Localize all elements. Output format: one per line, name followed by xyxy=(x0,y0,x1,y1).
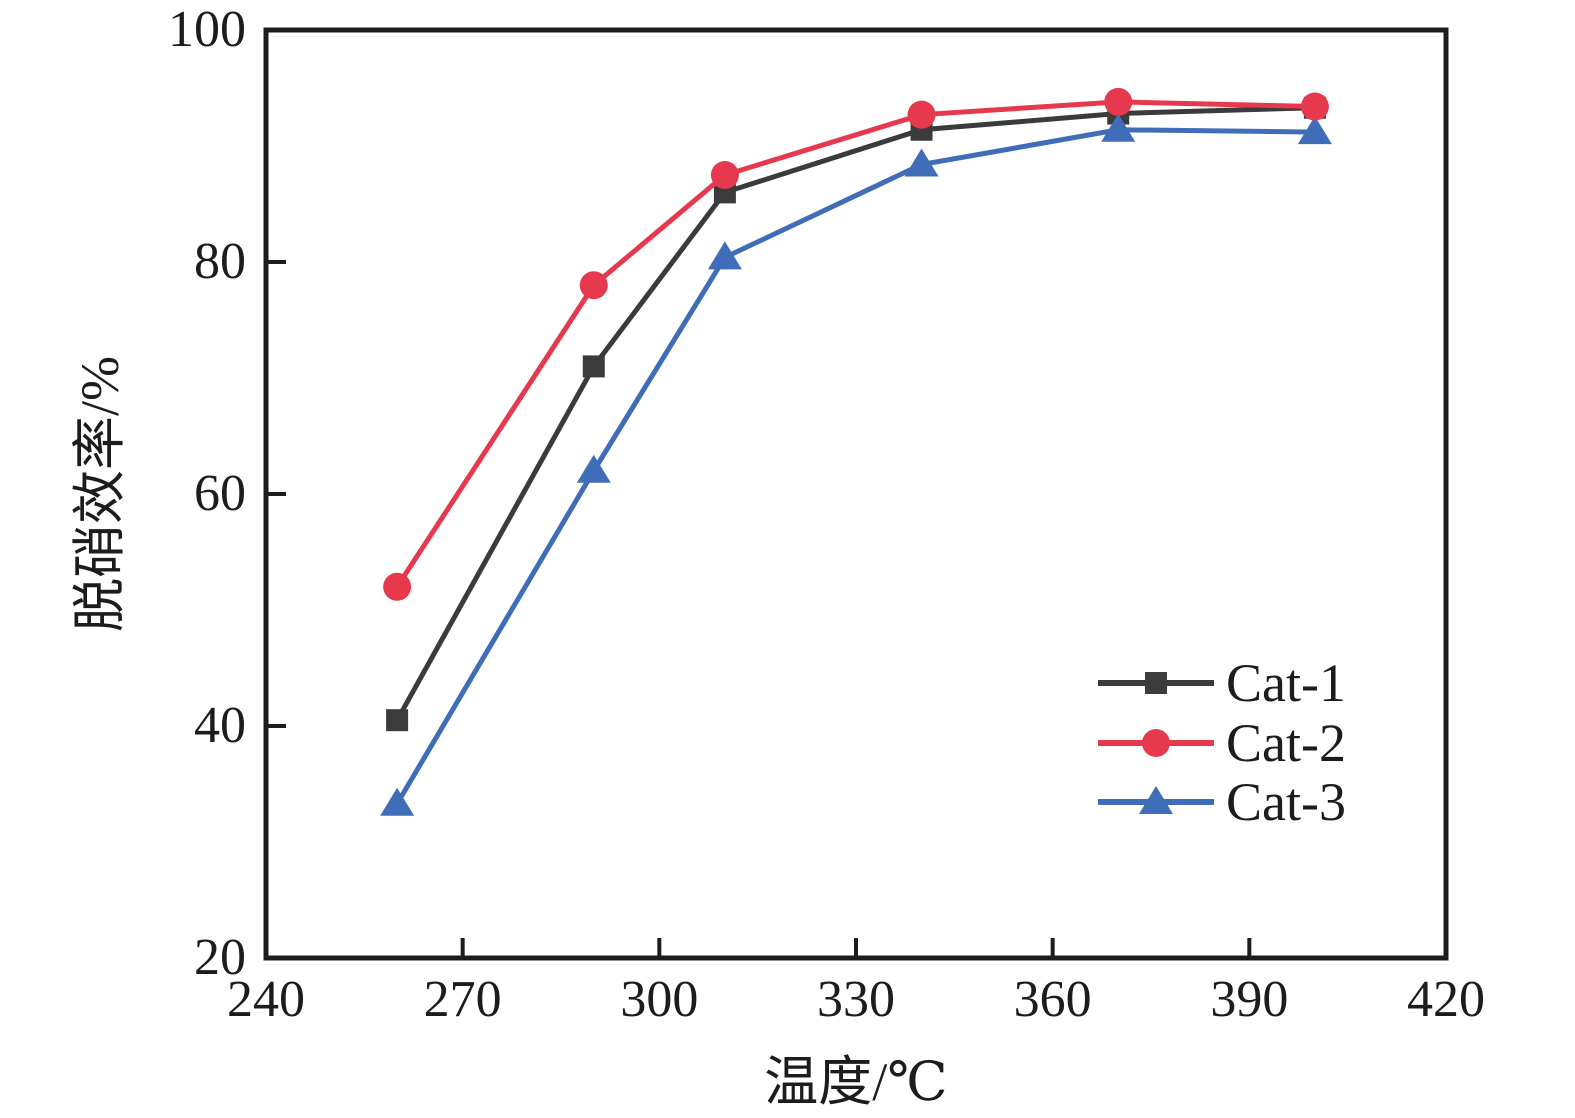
triangle-marker xyxy=(380,787,415,816)
circle-marker xyxy=(710,161,739,189)
series-cat-3 xyxy=(380,113,1332,816)
series-line-cat-2 xyxy=(395,99,1315,589)
y-tick-label: 40 xyxy=(194,697,246,754)
legend-triangle-icon xyxy=(1139,786,1173,814)
legend-item-cat-3: Cat-3 xyxy=(1098,772,1346,832)
x-tick-label: 420 xyxy=(1407,971,1485,1028)
triangle-marker xyxy=(1101,113,1136,142)
legend-item-cat-2: Cat-2 xyxy=(1098,713,1346,773)
legend-square-icon xyxy=(1145,672,1167,694)
y-tick-label: 20 xyxy=(194,929,246,986)
legend-label: Cat-2 xyxy=(1226,713,1346,773)
series-line-cat-1 xyxy=(394,105,1315,722)
circle-marker xyxy=(579,271,608,300)
y-tick-label: 60 xyxy=(194,465,246,522)
x-tick-label: 360 xyxy=(1014,971,1092,1028)
x-tick-label: 240 xyxy=(227,971,305,1028)
legend-label: Cat-1 xyxy=(1226,653,1346,713)
triangle-marker xyxy=(707,241,742,270)
series-line-cat-3 xyxy=(394,127,1315,805)
series-cat-2 xyxy=(383,87,1329,601)
y-tick-label: 80 xyxy=(194,233,246,290)
circle-marker xyxy=(1104,87,1133,116)
square-marker xyxy=(582,355,605,378)
legend-circle-icon xyxy=(1142,729,1170,757)
triangle-marker xyxy=(904,148,939,177)
circle-marker xyxy=(383,572,412,601)
square-marker xyxy=(386,709,409,732)
y-tick-label: 100 xyxy=(168,1,246,58)
x-tick-label: 270 xyxy=(424,971,502,1028)
x-tick-label: 330 xyxy=(817,971,895,1028)
series-cat-1 xyxy=(386,96,1326,732)
triangle-marker xyxy=(576,454,611,483)
x-axis-title: 温度/℃ xyxy=(764,1052,947,1112)
legend-item-cat-1: Cat-1 xyxy=(1098,653,1346,713)
x-tick-label: 300 xyxy=(620,971,698,1028)
legend-label: Cat-3 xyxy=(1226,772,1346,832)
circle-marker xyxy=(1300,92,1329,121)
y-axis-title: 脱硝效率/% xyxy=(70,356,130,632)
triangle-marker xyxy=(1297,116,1332,145)
circle-marker xyxy=(907,100,936,129)
x-tick-label: 390 xyxy=(1210,971,1288,1028)
